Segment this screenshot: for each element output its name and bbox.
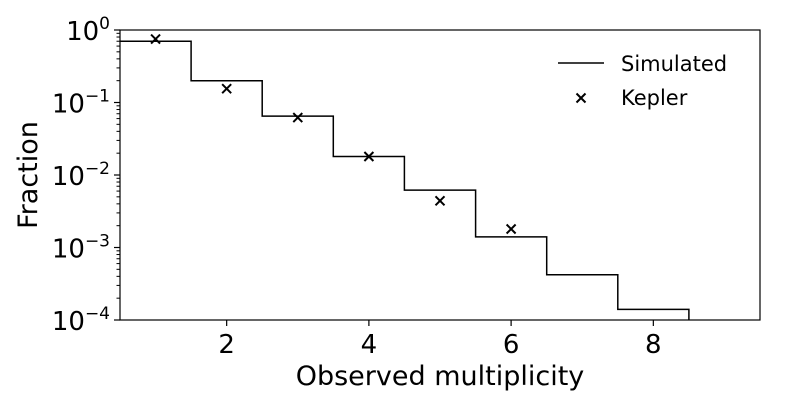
kepler-marker: [434, 195, 446, 207]
legend-kepler-swatch: [575, 92, 587, 104]
kepler-marker: [363, 151, 375, 162]
kepler-marker: [505, 223, 517, 235]
x-tick-label: 2: [218, 330, 235, 360]
y-tick-label: 10−1: [52, 87, 110, 120]
y-tick-label: 10−4: [52, 304, 110, 337]
y-axis-label: Fraction: [13, 121, 44, 229]
kepler-marker: [221, 83, 232, 94]
y-tick-label: 100: [66, 14, 110, 47]
y-tick-label: 10−2: [52, 159, 110, 192]
simulated-step-line: [120, 40, 690, 320]
x-marker-icon: [575, 92, 587, 104]
legend-kepler-label: Kepler: [621, 86, 688, 110]
x-tick-label: 4: [361, 330, 378, 360]
kepler-marker: [150, 33, 161, 45]
x-axis-label: Observed multiplicity: [296, 361, 585, 392]
legend-simulated-label: Simulated: [621, 52, 727, 76]
plot-area: [120, 33, 690, 320]
y-axis: 100 10−1 10−2 10−3 10−4: [52, 14, 120, 337]
y-tick-label: 10−3: [52, 232, 110, 265]
x-axis: 2 4 6 8: [218, 320, 662, 360]
legend: Simulated Kepler: [558, 52, 727, 110]
x-tick-label: 6: [503, 330, 520, 360]
x-tick-label: 8: [645, 330, 662, 360]
kepler-marker: [292, 112, 303, 123]
